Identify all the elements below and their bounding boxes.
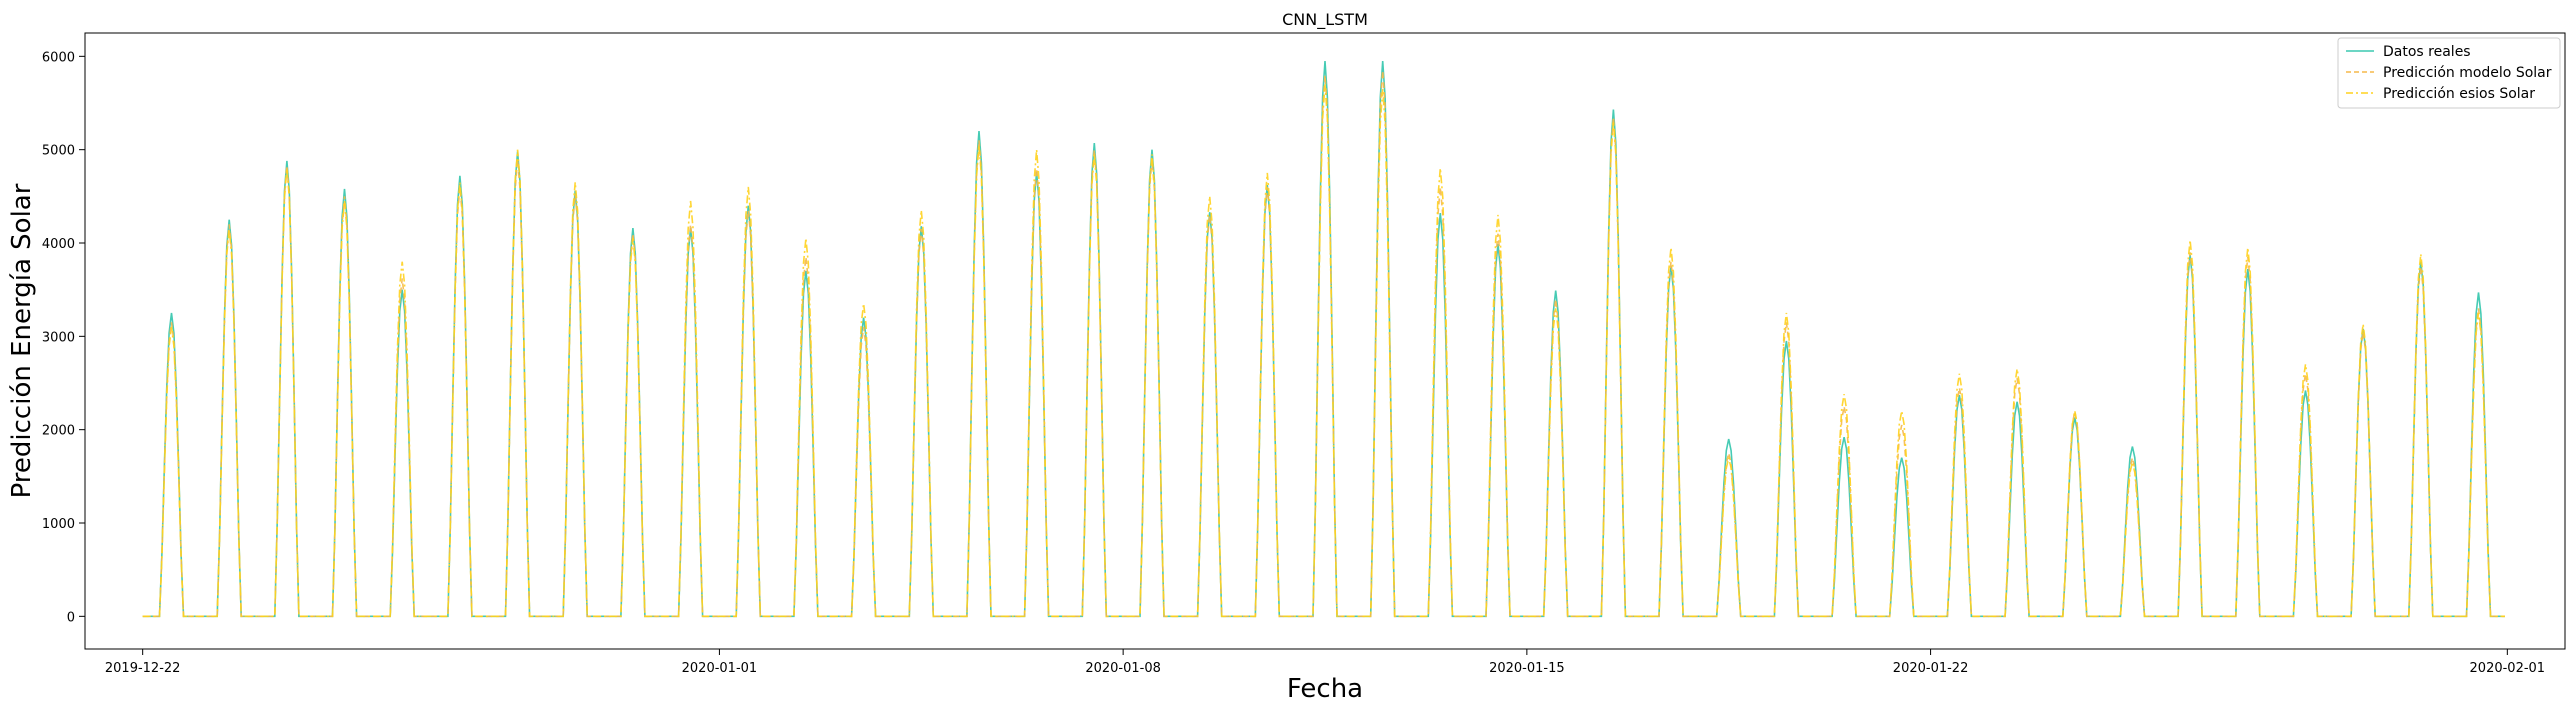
- y-tick-label: 0: [67, 610, 75, 625]
- x-tick-label: 2020-01-22: [1893, 661, 1969, 676]
- legend-label-datos-reales: Datos reales: [2383, 44, 2471, 60]
- x-tick-label: 2020-01-01: [682, 661, 758, 676]
- x-axis-title: Fecha: [1287, 674, 1363, 704]
- x-axis: 2019-12-22 2020-01-01 2020-01-08 2020-01-15…: [105, 649, 2545, 676]
- legend-label-prediccion-modelo: Predicción modelo Solar: [2383, 65, 2552, 81]
- y-axis-title: Predicción Energía Solar: [7, 183, 37, 498]
- chart-title: CNN_LSTM: [1282, 10, 1368, 30]
- legend-label-prediccion-esios: Predicción esios Solar: [2383, 86, 2535, 102]
- y-tick-label: 5000: [42, 144, 75, 159]
- y-tick-label: 6000: [42, 50, 75, 65]
- series-line-1: [142, 70, 2505, 618]
- series-line-2: [142, 84, 2505, 618]
- y-tick-label: 1000: [42, 517, 75, 532]
- x-tick-label: 2020-02-01: [2470, 661, 2546, 676]
- y-tick-label: 3000: [42, 330, 75, 345]
- y-tick-label: 4000: [42, 237, 75, 252]
- x-tick-label: 2019-12-22: [105, 661, 181, 676]
- legend-box: [2337, 37, 2561, 109]
- x-tick-label: 2020-01-08: [1085, 661, 1161, 676]
- x-tick-label: 2020-01-15: [1489, 661, 1565, 676]
- plot-frame: [84, 32, 2566, 650]
- plot-lines: [142, 60, 2505, 618]
- legend: Datos reales Predicción modelo Solar Pre…: [2337, 37, 2561, 109]
- y-tick-label: 2000: [42, 424, 75, 439]
- y-axis: 0 1000 2000 3000 4000 5000 6000: [42, 50, 85, 625]
